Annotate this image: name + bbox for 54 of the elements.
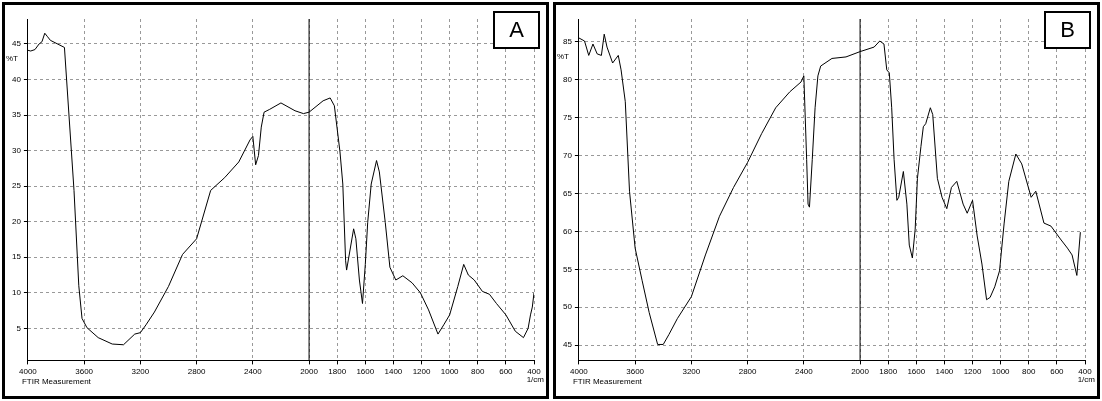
y-axis-title: %T xyxy=(556,51,569,61)
x-tick-label: 3600 xyxy=(75,367,94,377)
y-tick-label: 55 xyxy=(562,264,573,274)
y-tick-label: 50 xyxy=(562,302,573,312)
y-tick-label: 70 xyxy=(562,150,573,160)
y-tick-label: 40 xyxy=(11,74,22,84)
chart-title: B xyxy=(1044,11,1091,49)
x-tick-label: 400 xyxy=(527,367,542,377)
text: FTIR Measurement xyxy=(21,377,91,387)
x-tick-label: 1000 xyxy=(991,367,1011,377)
y-tick-label: 5 xyxy=(16,323,22,333)
x-tick-label: 2800 xyxy=(187,367,207,377)
y-tick-label: 65 xyxy=(562,188,573,198)
x-tick-label: 4000 xyxy=(570,367,589,377)
y-tick-label: 45 xyxy=(11,39,22,49)
chart-title: A xyxy=(493,11,540,49)
x-tick-label: 2000 xyxy=(300,367,319,377)
x-axis-title: 1/cm xyxy=(1077,375,1095,385)
x-axis-title: 1/cm xyxy=(526,375,544,385)
x-tick-label: 1000 xyxy=(440,367,460,377)
x-tick-label: 1200 xyxy=(412,367,431,377)
y-tick-label: 30 xyxy=(11,145,22,155)
y-tick-label: 25 xyxy=(11,181,22,191)
y-tick-label: 20 xyxy=(11,216,22,226)
x-tick-label: 1400 xyxy=(384,367,403,377)
y-tick-label: 15 xyxy=(11,252,22,262)
y-tick-label: 85 xyxy=(562,36,573,46)
x-tick-label: 1600 xyxy=(907,367,926,377)
x-tick-label: 800 xyxy=(1022,367,1036,377)
x-tick-label: 2400 xyxy=(794,367,814,377)
x-tick-label: 600 xyxy=(499,367,514,377)
y-axis-title: %T xyxy=(5,53,18,63)
x-tick-label: 3200 xyxy=(131,367,150,377)
y-tick-label: 75 xyxy=(562,112,573,122)
x-tick-label: 1800 xyxy=(879,367,898,377)
y-tick-label: 45 xyxy=(562,340,573,350)
x-tick-label: 4000 xyxy=(19,367,38,377)
x-tick-label: 1600 xyxy=(356,367,375,377)
y-tick-label: 10 xyxy=(11,288,22,298)
x-tick-label: 1200 xyxy=(963,367,982,377)
x-tick-label: 3600 xyxy=(626,367,645,377)
x-tick-label: 600 xyxy=(1050,367,1065,377)
y-tick-label: 35 xyxy=(11,110,22,120)
x-tick-label: 800 xyxy=(471,367,485,377)
x-tick-label: 1800 xyxy=(328,367,347,377)
x-tick-label: 2400 xyxy=(243,367,263,377)
x-tick-label: 400 xyxy=(1078,367,1093,377)
x-tick-label: 3200 xyxy=(682,367,701,377)
y-tick-label: 60 xyxy=(562,226,573,236)
x-tick-label: 2000 xyxy=(851,367,870,377)
x-tick-label: 2800 xyxy=(738,367,758,377)
text: FTIR Measurement xyxy=(572,377,642,387)
x-tick-label: 1400 xyxy=(935,367,954,377)
y-tick-label: 80 xyxy=(562,74,573,84)
